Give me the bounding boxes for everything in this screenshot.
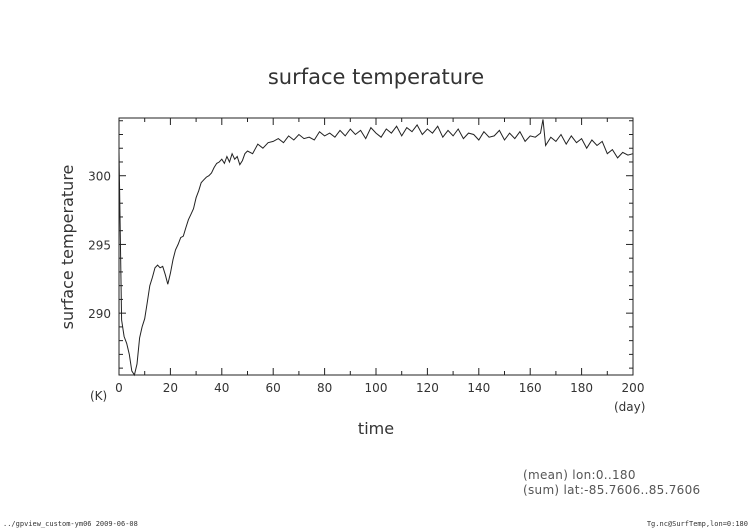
x-tick-label: 180 (570, 381, 593, 395)
y-unit-label: (K) (90, 389, 107, 403)
x-tick-label: 160 (519, 381, 542, 395)
y-axis-label: surface temperature (58, 165, 77, 330)
x-tick-label: 80 (317, 381, 332, 395)
x-unit-label: (day) (614, 400, 645, 414)
x-tick-label: 120 (416, 381, 439, 395)
x-tick-label: 60 (266, 381, 281, 395)
y-tick-label: 300 (88, 170, 111, 184)
footer-right: Tg.nc@SurfTemp,lon=0:180 (646, 520, 748, 528)
x-tick-label: 0 (115, 381, 123, 395)
y-tick-label: 290 (88, 307, 111, 321)
x-tick-label: 200 (622, 381, 645, 395)
y-axis-tick-labels: 290 295 300 (88, 170, 111, 321)
y-tick-label: 295 (88, 238, 111, 252)
x-tick-label: 40 (214, 381, 229, 395)
plot-frame (118, 117, 634, 376)
x-axis-label: time (358, 419, 394, 438)
chart-title: surface temperature (268, 65, 484, 89)
mean-note: (mean) lon:0..180 (523, 468, 636, 482)
x-tick-label: 100 (365, 381, 388, 395)
series-line (118, 119, 634, 377)
x-axis-tick-labels: 0 20 40 60 80 100 120 140 160 180 200 (115, 381, 644, 395)
footer-left: ../gpview_custom-ym06 2009-06-08 (3, 520, 138, 528)
x-axis-ticks (118, 118, 634, 375)
sum-note: (sum) lat:-85.7606..85.7606 (523, 483, 701, 497)
y-axis-ticks (119, 120, 633, 369)
x-tick-label: 20 (163, 381, 178, 395)
x-tick-label: 140 (467, 381, 490, 395)
